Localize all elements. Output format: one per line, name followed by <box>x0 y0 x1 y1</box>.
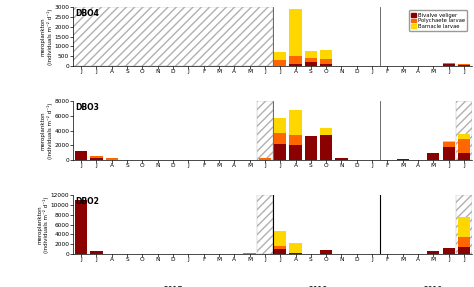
Bar <box>458 153 470 160</box>
Bar <box>91 158 102 160</box>
Bar <box>320 50 332 59</box>
Bar <box>458 134 470 139</box>
Bar <box>274 246 286 249</box>
Bar <box>305 51 317 58</box>
Bar <box>320 59 332 64</box>
Bar <box>443 141 455 142</box>
Bar <box>274 144 286 160</box>
Bar <box>106 158 118 160</box>
Bar <box>257 101 273 160</box>
Bar <box>443 64 455 66</box>
Bar <box>397 159 409 160</box>
Bar <box>458 247 470 254</box>
Text: 2017: 2017 <box>164 286 182 287</box>
Bar <box>290 145 301 160</box>
Bar <box>73 7 273 66</box>
Bar <box>443 63 455 64</box>
Text: DBO3: DBO3 <box>75 103 100 112</box>
Bar <box>290 253 301 254</box>
Bar <box>305 58 317 62</box>
Bar <box>443 147 455 160</box>
Bar <box>274 249 286 254</box>
Bar <box>320 250 332 254</box>
Bar <box>290 56 301 64</box>
Text: 2018: 2018 <box>309 286 328 287</box>
Bar <box>458 237 470 247</box>
Bar <box>290 243 301 253</box>
Bar <box>259 158 271 160</box>
Bar <box>320 128 332 135</box>
Bar <box>456 195 472 254</box>
Text: DBO2: DBO2 <box>75 197 100 206</box>
Bar <box>305 136 317 160</box>
Bar <box>290 9 301 56</box>
Bar <box>320 64 332 66</box>
Bar <box>91 156 102 158</box>
Bar <box>458 64 470 65</box>
Bar <box>290 110 301 135</box>
Bar <box>244 253 255 254</box>
Text: 2019: 2019 <box>424 286 443 287</box>
Bar <box>427 153 439 160</box>
Bar <box>335 158 347 160</box>
Bar <box>320 135 332 160</box>
Y-axis label: meroplankton
(individuals m⁻² d⁻¹): meroplankton (individuals m⁻² d⁻¹) <box>41 8 53 65</box>
Bar <box>75 151 87 160</box>
Text: DBO4: DBO4 <box>75 9 100 18</box>
Bar <box>274 52 286 60</box>
Bar <box>443 248 455 254</box>
Bar <box>91 251 102 254</box>
Bar <box>274 133 286 144</box>
Bar <box>458 65 470 66</box>
Bar <box>290 64 301 66</box>
Bar <box>443 142 455 147</box>
Bar <box>75 200 87 254</box>
Bar <box>274 60 286 66</box>
Bar <box>458 217 470 237</box>
Legend: Bivalve veliger, Polychaete larvae, Barnacle larvae: Bivalve veliger, Polychaete larvae, Barn… <box>410 10 467 31</box>
Bar <box>456 101 472 160</box>
Bar <box>458 139 470 153</box>
Bar <box>274 232 286 246</box>
Y-axis label: meroplankton
(individuals m⁻² d⁻¹): meroplankton (individuals m⁻² d⁻¹) <box>41 102 53 159</box>
Bar <box>290 135 301 145</box>
Bar <box>305 62 317 66</box>
Bar <box>427 251 439 254</box>
Y-axis label: meroplankton
(individuals m⁻² d⁻¹): meroplankton (individuals m⁻² d⁻¹) <box>37 196 49 253</box>
Bar <box>274 118 286 133</box>
Bar <box>257 195 273 254</box>
